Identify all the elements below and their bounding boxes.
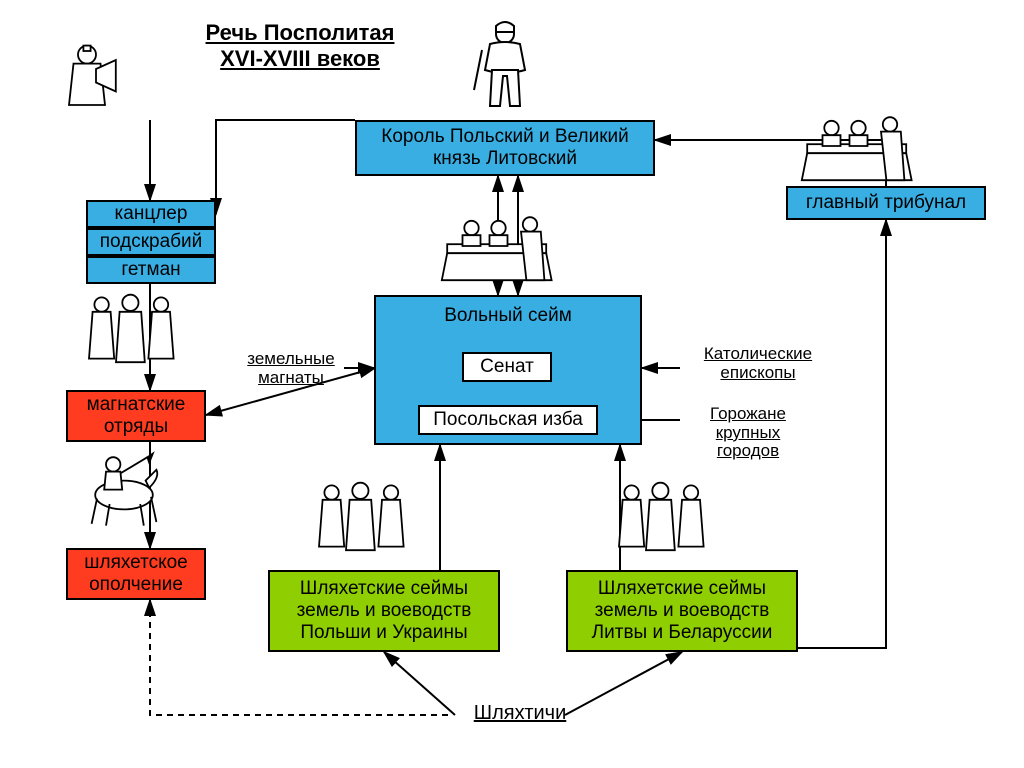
figure-table-3 <box>442 217 552 280</box>
node-treasurer-label: подскрабий <box>100 231 203 253</box>
node-magnates: магнатские отряды <box>66 390 206 442</box>
node-izba: Посольская изба <box>418 405 598 435</box>
label-land_magnates: земельные магнаты <box>236 350 346 387</box>
figure-group-4 <box>89 295 174 363</box>
node-sejmiki_pl-label: Шляхетские сеймы земель и воеводств Поль… <box>276 578 492 644</box>
label-bishops: Католические епископы <box>688 345 828 382</box>
node-militia: шляхетское ополчение <box>66 548 206 600</box>
node-hetman-label: гетман <box>121 259 180 281</box>
node-militia-label: шляхетское ополчение <box>74 552 198 596</box>
node-tribunal-label: главный трибунал <box>806 192 966 214</box>
edge-1 <box>216 120 355 214</box>
figure-noble-1 <box>474 22 525 106</box>
label-townsmen: Горожане крупных городов <box>688 405 808 461</box>
node-chancellor: канцлер <box>86 200 216 228</box>
figure-scribe-0 <box>69 46 116 105</box>
node-sejm-label: Вольный сейм <box>444 305 572 327</box>
node-king-label: Король Польский и Великий князь Литовски… <box>363 126 647 170</box>
node-hetman: гетман <box>86 256 216 284</box>
node-senate-label: Сенат <box>480 356 534 378</box>
edge-7 <box>798 220 886 648</box>
node-sejmiki_lt-label: Шляхетские сеймы земель и воеводств Литв… <box>574 578 790 644</box>
figure-table-2 <box>802 117 912 180</box>
node-king: Король Польский и Великий князь Литовски… <box>355 120 655 176</box>
node-izba-label: Посольская изба <box>433 409 583 431</box>
figure-group-6 <box>319 483 404 551</box>
node-treasurer: подскрабий <box>86 228 216 256</box>
node-sejmiki_lt: Шляхетские сеймы земель и воеводств Литв… <box>566 570 798 652</box>
figure-rider-5 <box>92 454 158 526</box>
node-sejmiki_pl: Шляхетские сеймы земель и воеводств Поль… <box>268 570 500 652</box>
node-magnates-label: магнатские отряды <box>74 394 198 438</box>
edge-15 <box>565 652 682 715</box>
edge-14 <box>384 652 455 715</box>
node-senate: Сенат <box>462 352 552 382</box>
node-chancellor-label: канцлер <box>115 203 188 225</box>
node-tribunal: главный трибунал <box>786 186 986 220</box>
label-szlachta: Шляхтичи <box>460 702 580 724</box>
figure-group-7 <box>619 483 704 551</box>
